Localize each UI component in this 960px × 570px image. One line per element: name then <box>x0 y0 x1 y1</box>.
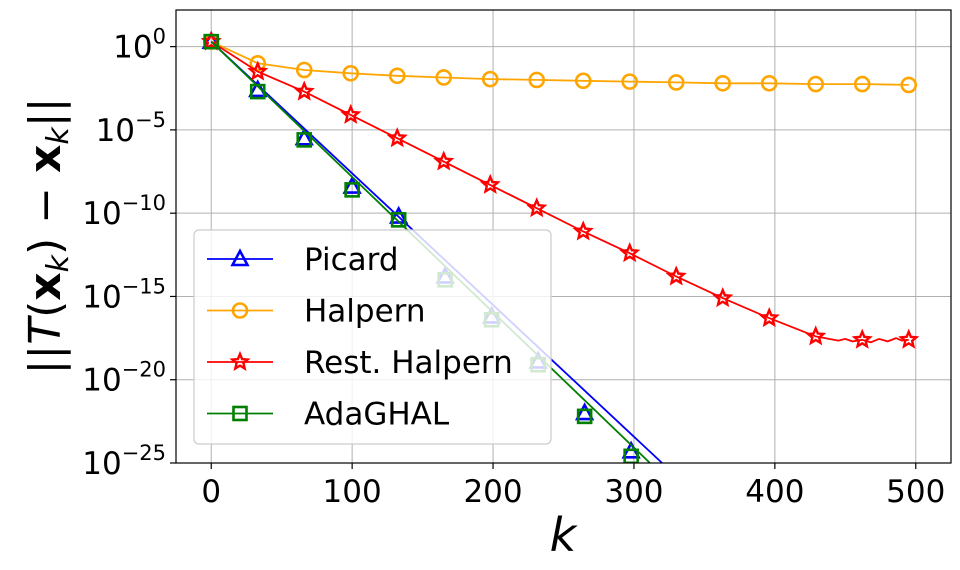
data-point-halpern <box>760 74 778 92</box>
data-point-rest-halpern <box>433 150 455 171</box>
data-point-halpern <box>621 73 639 90</box>
data-point-halpern <box>900 76 918 94</box>
x-tick-label: 500 <box>886 474 945 510</box>
legend: Picard Halpern Rest. Halpern AdaGHAL <box>193 229 552 445</box>
y-title-x2: x <box>20 145 71 173</box>
y-tick-label: 100 <box>113 25 166 66</box>
data-point-adaghal <box>296 132 313 148</box>
data-point-halpern <box>667 74 685 91</box>
legend-label-adaghal: AdaGHAL <box>304 397 450 433</box>
y-title-x: x <box>20 272 71 300</box>
y-title-sub: k <box>41 253 76 272</box>
data-point-adaghal <box>249 83 266 100</box>
data-point-halpern <box>295 61 313 79</box>
y-tick-label: 10−15 <box>82 274 166 315</box>
data-point-picard <box>574 402 595 421</box>
data-point-halpern <box>481 70 499 88</box>
plot-frame <box>175 9 952 464</box>
data-point-rest-halpern <box>758 306 780 328</box>
x-tick-label: 300 <box>604 474 663 510</box>
y-title-open: || <box>20 345 71 375</box>
legend-label-rest-halpern: Rest. Halpern <box>304 345 513 381</box>
data-point-adaghal <box>203 33 220 50</box>
series-rest-halpern <box>200 30 920 349</box>
data-point-rest-halpern <box>572 220 594 241</box>
legend-box <box>193 229 552 445</box>
y-title-sub2: k <box>41 126 76 145</box>
legend-marker-picard <box>230 248 250 267</box>
y-tick-label: 10−10 <box>82 191 166 232</box>
data-point-halpern <box>574 72 592 90</box>
legend-label-halpern: Halpern <box>304 294 426 330</box>
legend-marker-halpern <box>231 302 249 319</box>
data-point-rest-halpern <box>247 60 269 81</box>
data-point-rest-halpern <box>805 325 827 346</box>
data-point-halpern <box>807 75 825 93</box>
y-title-func: T <box>20 315 71 345</box>
data-point-adaghal <box>576 408 593 425</box>
y-axis-title: ||T(xk) − xk|| <box>20 98 76 375</box>
y-title-paren-open: ( <box>20 301 71 318</box>
data-point-rest-halpern <box>293 80 315 101</box>
data-point-adaghal <box>390 212 407 228</box>
x-tick-label: 200 <box>463 474 522 510</box>
data-point-halpern <box>342 64 360 82</box>
legend-label-picard: Picard <box>304 242 399 278</box>
y-title-minus: − <box>20 173 71 238</box>
data-point-halpern <box>435 69 453 86</box>
data-point-picard <box>294 127 314 146</box>
x-axis: 0 100 200 300 400 500 <box>201 463 945 510</box>
data-point-rest-halpern <box>851 328 873 349</box>
y-tick-label: 10−25 <box>82 441 166 482</box>
data-point-rest-halpern <box>386 127 408 148</box>
x-tick-label: 100 <box>323 474 382 510</box>
y-axis: 100 10−5 10−10 10−15 10−20 10−25 <box>82 25 176 482</box>
y-title-close: || <box>20 98 71 128</box>
x-axis-title: k <box>550 508 579 562</box>
data-point-rest-halpern <box>665 265 687 286</box>
data-point-rest-halpern <box>712 286 734 308</box>
legend-marker-rest-halpern <box>229 350 251 371</box>
legend-marker-adaghal <box>232 405 248 422</box>
data-point-halpern <box>528 71 546 89</box>
data-point-adaghal <box>344 182 360 198</box>
data-point-halpern <box>853 75 871 93</box>
data-point-rest-halpern <box>340 103 362 124</box>
data-point-picard <box>342 175 362 194</box>
series-line-halpern <box>210 40 909 86</box>
y-tick-label: 10−20 <box>82 358 166 399</box>
y-title-paren-close: ) <box>20 238 71 255</box>
data-point-rest-halpern <box>479 173 501 194</box>
data-point-halpern <box>388 67 406 85</box>
x-tick-label: 400 <box>745 474 804 510</box>
data-point-halpern <box>249 54 267 72</box>
data-point-rest-halpern <box>898 328 920 349</box>
data-point-rest-halpern <box>619 242 641 263</box>
x-tick-label: 0 <box>201 474 221 510</box>
series-line-rest-halpern <box>210 40 909 344</box>
data-point-halpern <box>714 74 732 92</box>
y-tick-label: 10−5 <box>96 108 166 149</box>
data-point-rest-halpern <box>526 197 548 218</box>
series-halpern <box>202 33 918 94</box>
